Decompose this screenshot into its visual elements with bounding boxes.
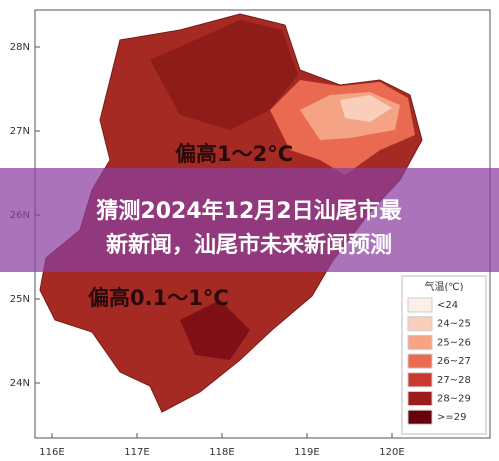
lon-label: 116E (39, 447, 64, 458)
lat-label: 25N (10, 294, 30, 305)
hot-spot (180, 300, 250, 360)
legend-swatch (407, 372, 433, 388)
lon-label: 118E (209, 447, 234, 458)
banner (0, 168, 499, 272)
legend-label: 28~29 (437, 394, 471, 405)
banner-title: 猜测2024年12月2日汕尾市最 (95, 198, 402, 224)
legend-label: >=29 (437, 412, 466, 423)
province (39, 13, 423, 413)
legend-label: 25~26 (437, 337, 471, 348)
lat-label: 28N (10, 42, 30, 53)
legend-label: 26~27 (437, 356, 471, 367)
legend-swatch (407, 334, 433, 350)
hot-area (150, 20, 298, 130)
lon-label: 120E (379, 447, 404, 458)
legend-title: 气温(℃) (424, 280, 463, 293)
lat-label: 27N (10, 126, 30, 137)
legend-swatch (407, 297, 433, 313)
legend: <24 24~25 25~26 26~27 27~28 28~29 >=29 (407, 297, 471, 425)
annotation: 偏高1～2°C (175, 142, 293, 166)
cool-area (340, 95, 392, 122)
lat-label: 24N (10, 378, 30, 389)
banner-title: 新新闻，汕尾市未来新闻预测 (106, 232, 392, 258)
annotation: 偏高0.1～1°C (88, 286, 229, 310)
legend-swatch (407, 316, 433, 332)
legend-label: 27~28 (437, 375, 471, 386)
legend-swatch (407, 353, 433, 369)
legend-swatch (407, 391, 433, 406)
legend-label: <24 (437, 300, 458, 311)
lon-label: 119E (294, 447, 319, 458)
legend-swatch (407, 409, 433, 425)
legend-label: 24~25 (437, 319, 471, 330)
lon-label: 117E (124, 447, 149, 458)
